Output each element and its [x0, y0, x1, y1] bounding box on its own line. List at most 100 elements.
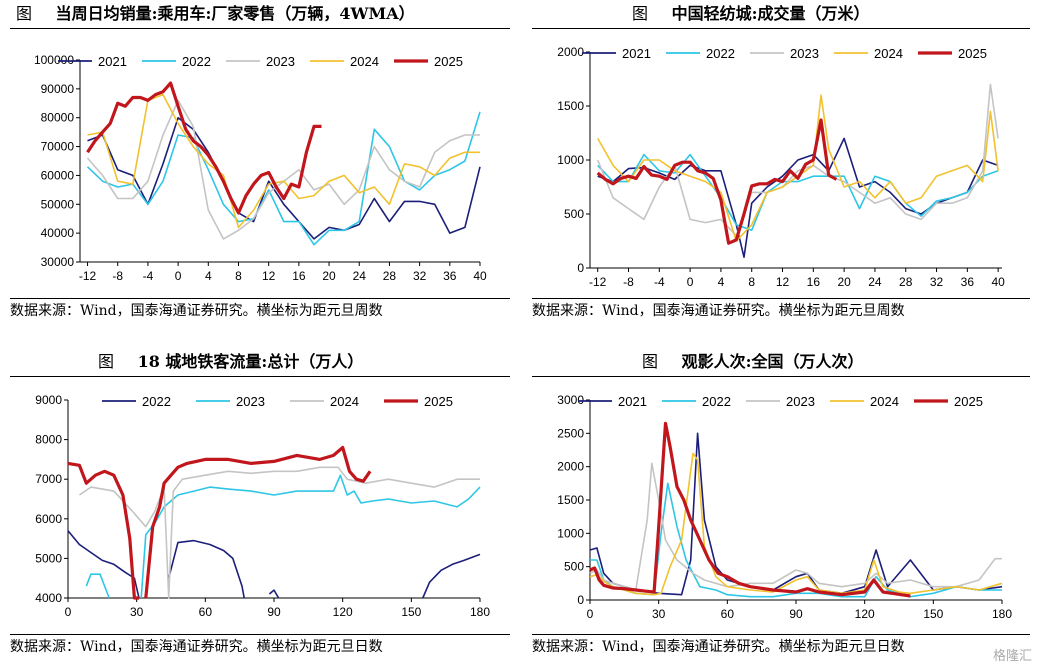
x-tick-label: 60: [199, 605, 213, 619]
x-tick-label: 30: [130, 605, 144, 619]
legend-label-2022: 2022: [706, 46, 735, 61]
y-tick-label: 6000: [35, 512, 62, 526]
watermark: 格隆汇: [992, 649, 1032, 664]
y-tick-label: 1500: [557, 99, 584, 113]
legend-label-2023: 2023: [790, 46, 819, 61]
x-tick-label: 180: [470, 605, 490, 619]
panel-title: 图 观影人次:全国（万人次）: [532, 350, 1030, 377]
y-tick-label: 90000: [41, 82, 75, 96]
panel-car-sales: 图 当周日均销量:乘用车:厂家零售（万辆，4WMA） 30000 40000 500…: [10, 2, 510, 324]
panel-movie: 图 观影人次:全国（万人次） 0 500 1000 1500 2000 2500 3000 0…: [532, 350, 1030, 666]
series-line-2025: [589, 421, 911, 598]
y-tick-label: 5000: [35, 551, 62, 565]
series-line-2022: [86, 111, 481, 246]
legend-label-2025: 2025: [424, 394, 453, 409]
x-tick-label: 4: [718, 275, 725, 289]
series-line-2022: [422, 553, 481, 599]
figure-prefix: 图: [16, 4, 33, 23]
x-tick-label: -4: [654, 275, 665, 289]
legend-label-2021: 2021: [622, 46, 651, 61]
legend-label-2024: 2024: [870, 394, 899, 409]
source-note: 数据来源：Wind，国泰海通证券研究。横坐标为距元旦周数: [10, 298, 510, 321]
x-tick-label: 150: [401, 605, 421, 619]
x-tick-label: 120: [855, 607, 875, 621]
series-line-2022: [167, 539, 245, 599]
x-tick-label: 90: [267, 605, 281, 619]
x-tick-label: 20: [322, 269, 336, 283]
x-tick-label: 8: [235, 269, 242, 283]
y-tick-label: 100000: [34, 53, 74, 67]
x-tick-label: 20: [837, 275, 851, 289]
series-group: [86, 81, 481, 246]
x-tick-label: 180: [992, 607, 1012, 621]
x-tick-label: 32: [930, 275, 944, 289]
x-tick-label: 4: [205, 269, 212, 283]
source-note: 数据来源：Wind，国泰海通证券研究。横坐标为距元旦周数: [532, 298, 1030, 321]
series-group: [589, 421, 1003, 598]
legend-label-2024: 2024: [330, 394, 359, 409]
x-tick-label: -8: [623, 275, 634, 289]
legend-label-2024: 2024: [874, 46, 903, 61]
figure-prefix: 图: [642, 352, 659, 371]
figure-prefix: 图: [98, 352, 115, 371]
series-line-2022: [67, 530, 140, 599]
movie-attendance-chart: 0 500 1000 1500 2000 2500 3000 0 30 60 90 120 150 180…: [557, 393, 1012, 621]
x-tick-label: 30: [652, 607, 666, 621]
series-line-2022: [597, 153, 999, 231]
legend-label-2025: 2025: [958, 46, 987, 61]
y-tick-label: 70000: [41, 140, 75, 154]
y-tick-label: 1500: [557, 493, 584, 507]
series-group: [67, 445, 481, 600]
y-tick-label: 0: [577, 593, 584, 607]
x-tick-label: 60: [721, 607, 735, 621]
x-tick-label: 40: [991, 275, 1005, 289]
series-line-2024: [87, 93, 480, 229]
series-line-2025: [596, 118, 838, 245]
figure-prefix: 图: [632, 4, 649, 23]
x-tick-label: 12: [776, 275, 790, 289]
chart-title: 18 城地铁客流量:总计（万人）: [137, 352, 364, 371]
y-tick-label: 9000: [35, 393, 62, 407]
chart-title: 当周日均销量:乘用车:厂家零售（万辆，4WMA）: [55, 4, 415, 23]
series-line-2023: [85, 573, 110, 599]
y-tick-label: 7000: [35, 472, 62, 486]
panel-subway: 图 18 城地铁客流量:总计（万人） 4000 5000 6000 7000 8000 9…: [10, 350, 510, 666]
chart-title: 中国轻纺城:成交量（万米）: [671, 4, 870, 23]
series-line-2024: [78, 466, 480, 599]
y-tick-label: 1000: [557, 153, 584, 167]
legend-label-2022: 2022: [142, 394, 171, 409]
x-tick-label: 0: [65, 605, 72, 619]
series-line-2023: [140, 474, 481, 599]
legend-label-2025: 2025: [954, 394, 983, 409]
x-tick-label: 0: [175, 269, 182, 283]
x-tick-label: 28: [383, 269, 397, 283]
series-line-2021: [87, 116, 481, 240]
legend-label-2023: 2023: [266, 54, 295, 69]
y-tick-label: 2000: [557, 460, 584, 474]
legend-label-2024: 2024: [350, 54, 379, 69]
series-group: [596, 83, 999, 258]
x-tick-label: 28: [899, 275, 913, 289]
series-line-2024: [589, 452, 1003, 596]
source-note: 数据来源：Wind，国泰海通证券研究。横坐标为距元旦日数: [10, 634, 510, 657]
source-note: 数据来源：Wind，国泰海通证券研究。横坐标为距元旦日数: [532, 634, 1030, 657]
y-tick-label: 3000: [557, 393, 584, 407]
y-tick-label: 500: [564, 560, 584, 574]
x-tick-label: 36: [443, 269, 457, 283]
y-tick-label: 80000: [41, 111, 75, 125]
x-tick-label: 12: [262, 269, 276, 283]
series-line-2023: [86, 99, 480, 240]
x-tick-label: 24: [353, 269, 367, 283]
legend-label-2022: 2022: [182, 54, 211, 69]
x-tick-label: -8: [112, 269, 123, 283]
x-tick-label: 8: [748, 275, 755, 289]
legend-label-2023: 2023: [236, 394, 265, 409]
y-tick-label: 2000: [557, 45, 584, 59]
panel-title: 图 中国轻纺城:成交量（万米）: [532, 2, 1030, 29]
x-tick-label: -12: [589, 275, 607, 289]
x-tick-label: 40: [473, 269, 487, 283]
car-sales-chart: 30000 40000 50000 60000 70000 80000 90000 10000…: [34, 53, 487, 283]
x-tick-label: 16: [292, 269, 306, 283]
series-line-2024: [597, 94, 999, 242]
